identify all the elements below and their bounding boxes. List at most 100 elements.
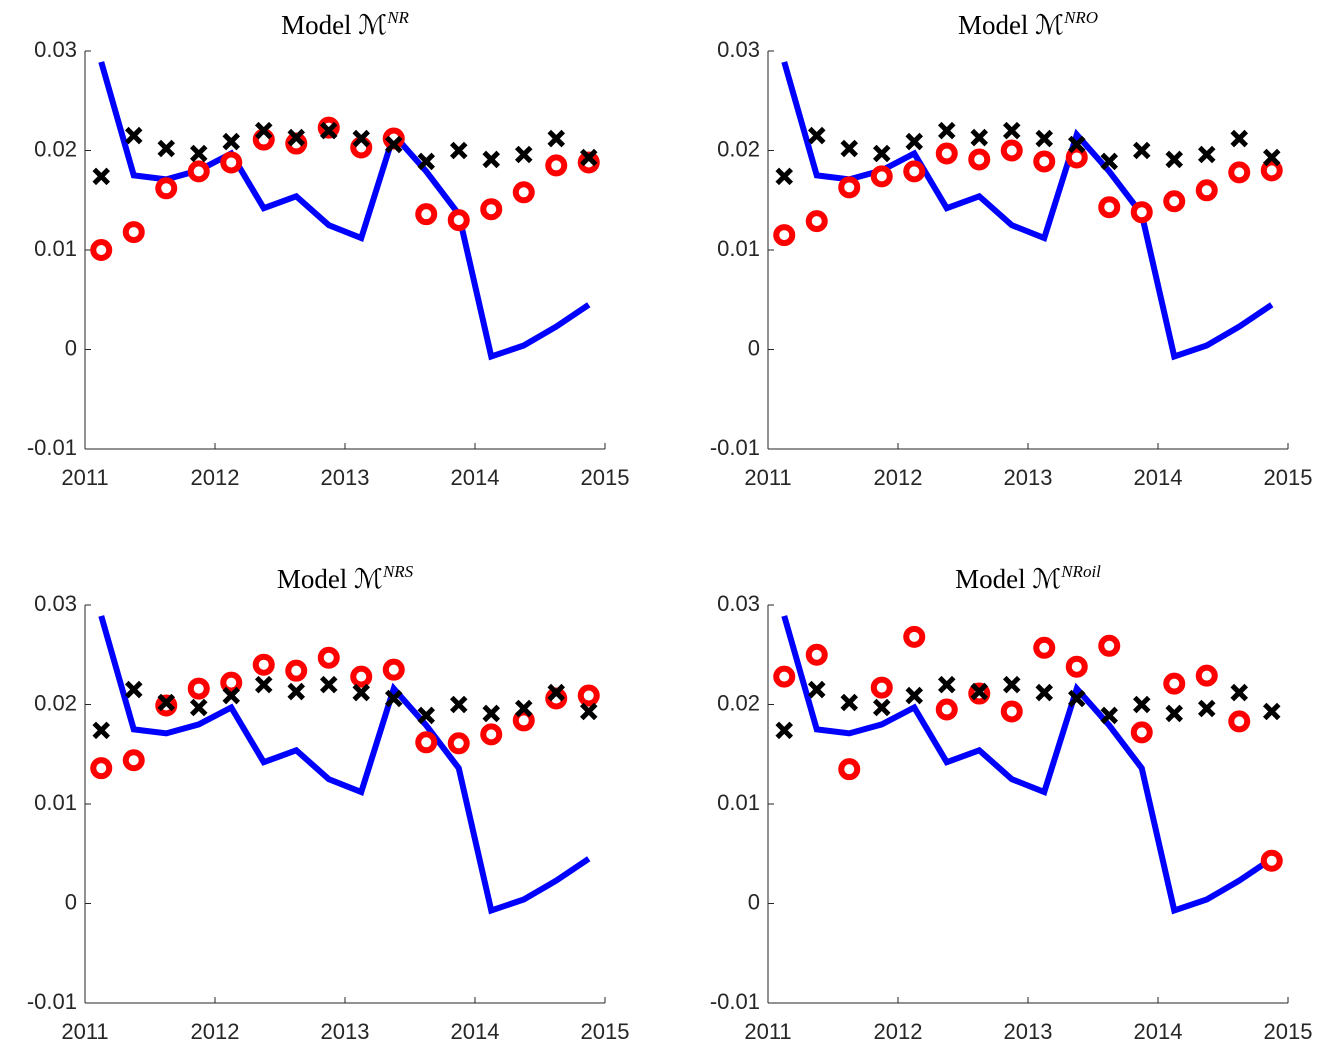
x-marker [352, 129, 371, 148]
x-marker [579, 148, 598, 167]
circle-marker [903, 160, 926, 183]
x-tick-label: 2015 [581, 1019, 630, 1044]
x-tick-label: 2011 [744, 1019, 791, 1044]
subplot: -0.01 0 0.01 0.02 0.03 2011 2012 2013 2014 2015 Mo… [27, 562, 630, 1044]
x-tick-label: 2014 [1134, 465, 1183, 490]
x-tick-label: 2011 [61, 465, 108, 490]
circle-marker [220, 671, 243, 694]
circle-marker [512, 181, 535, 204]
x-marker [514, 699, 533, 718]
x-marker [872, 144, 891, 163]
x-marker [1035, 683, 1054, 702]
y-tick-label: 0.01 [34, 790, 77, 815]
circle-marker [415, 203, 438, 226]
circle-marker [935, 698, 958, 721]
chart-title: Model ℳNRoil [955, 562, 1101, 594]
circle-marker [1098, 634, 1121, 657]
circle-marker [545, 154, 568, 177]
circle-marker [838, 758, 861, 781]
x-marker [189, 144, 208, 163]
y-tick-label: 0.03 [34, 591, 77, 616]
x-marker [807, 680, 826, 699]
x-tick-label: 2011 [744, 465, 791, 490]
title-main: Model ℳ [281, 10, 387, 40]
y-tick-label: 0 [748, 335, 760, 360]
circle-marker [1065, 146, 1088, 169]
circle-marker [317, 646, 340, 669]
x-marker [482, 150, 501, 169]
y-tick-label: 0 [748, 889, 760, 914]
y-tick-label: 0.02 [34, 136, 77, 161]
x-marker [319, 121, 338, 140]
x-marker [449, 695, 468, 714]
x-tick-label: 2012 [191, 465, 240, 490]
x-tick-label: 2014 [451, 1019, 500, 1044]
x-marker [1035, 129, 1054, 148]
y-tick-label: 0.03 [34, 37, 77, 62]
x-tick-label: 2015 [581, 465, 630, 490]
circle-marker [447, 732, 470, 755]
y-tick-label: 0.01 [717, 236, 760, 261]
x-marker [384, 135, 403, 154]
x-marker [775, 721, 794, 740]
circle-marker [155, 177, 178, 200]
x-tick-label: 2014 [451, 465, 500, 490]
circle-marker [187, 160, 210, 183]
series-line [98, 61, 591, 361]
circle-marker [1163, 190, 1186, 213]
title-superscript: NRoil [1060, 562, 1101, 581]
x-marker [1067, 689, 1086, 708]
y-tick-label: 0.01 [717, 790, 760, 815]
x-tick-label: 2013 [1004, 465, 1053, 490]
y-tick-label: 0.03 [717, 591, 760, 616]
x-marker [514, 145, 533, 164]
x-tick-label: 2014 [1134, 1019, 1183, 1044]
circle-marker [1228, 710, 1251, 733]
circle-marker [252, 653, 275, 676]
x-marker [124, 126, 143, 145]
x-tick-label: 2012 [874, 465, 923, 490]
circle-marker [415, 731, 438, 754]
x-marker [417, 152, 436, 171]
x-marker [254, 121, 273, 140]
circle-marker [285, 659, 308, 682]
circle-marker [90, 757, 113, 780]
x-marker [1165, 704, 1184, 723]
x-marker [1067, 135, 1086, 154]
y-tick-label: -0.01 [27, 989, 77, 1014]
x-tick-label: 2013 [1004, 1019, 1053, 1044]
circle-marker [903, 625, 926, 648]
y-tick-label: 0.02 [717, 136, 760, 161]
x-tick-label: 2012 [874, 1019, 923, 1044]
circle-marker [805, 643, 828, 666]
x-marker [905, 686, 924, 705]
circle-marker [122, 221, 145, 244]
x-marker [1262, 702, 1281, 721]
circle-marker [350, 665, 373, 688]
x-marker [482, 704, 501, 723]
title-superscript: NRO [1063, 8, 1098, 27]
chart-title: Model ℳNRS [277, 562, 414, 594]
x-marker [872, 698, 891, 717]
x-marker [1262, 148, 1281, 167]
x-marker [222, 132, 241, 151]
circle-marker [968, 148, 991, 171]
subplot: -0.01 0 0.01 0.02 0.03 2011 2012 2013 2014 2015 Mo… [27, 8, 630, 490]
x-marker [1132, 141, 1151, 160]
x-marker [287, 682, 306, 701]
circle-marker [773, 665, 796, 688]
x-tick-label: 2013 [321, 465, 370, 490]
x-marker [189, 698, 208, 717]
x-tick-label: 2015 [1264, 1019, 1313, 1044]
y-tick-label: 0.03 [717, 37, 760, 62]
y-tick-label: -0.01 [27, 435, 77, 460]
x-marker [449, 141, 468, 160]
circle-marker [90, 239, 113, 261]
title-superscript: NRS [382, 562, 414, 581]
x-marker [1100, 152, 1119, 171]
circle-marker [1228, 161, 1251, 184]
title-main: Model ℳ [958, 10, 1064, 40]
x-marker [937, 121, 956, 140]
circle-marker [577, 684, 600, 707]
subplot: -0.01 0 0.01 0.02 0.03 2011 2012 2013 2014 2015 Mo… [710, 8, 1313, 490]
